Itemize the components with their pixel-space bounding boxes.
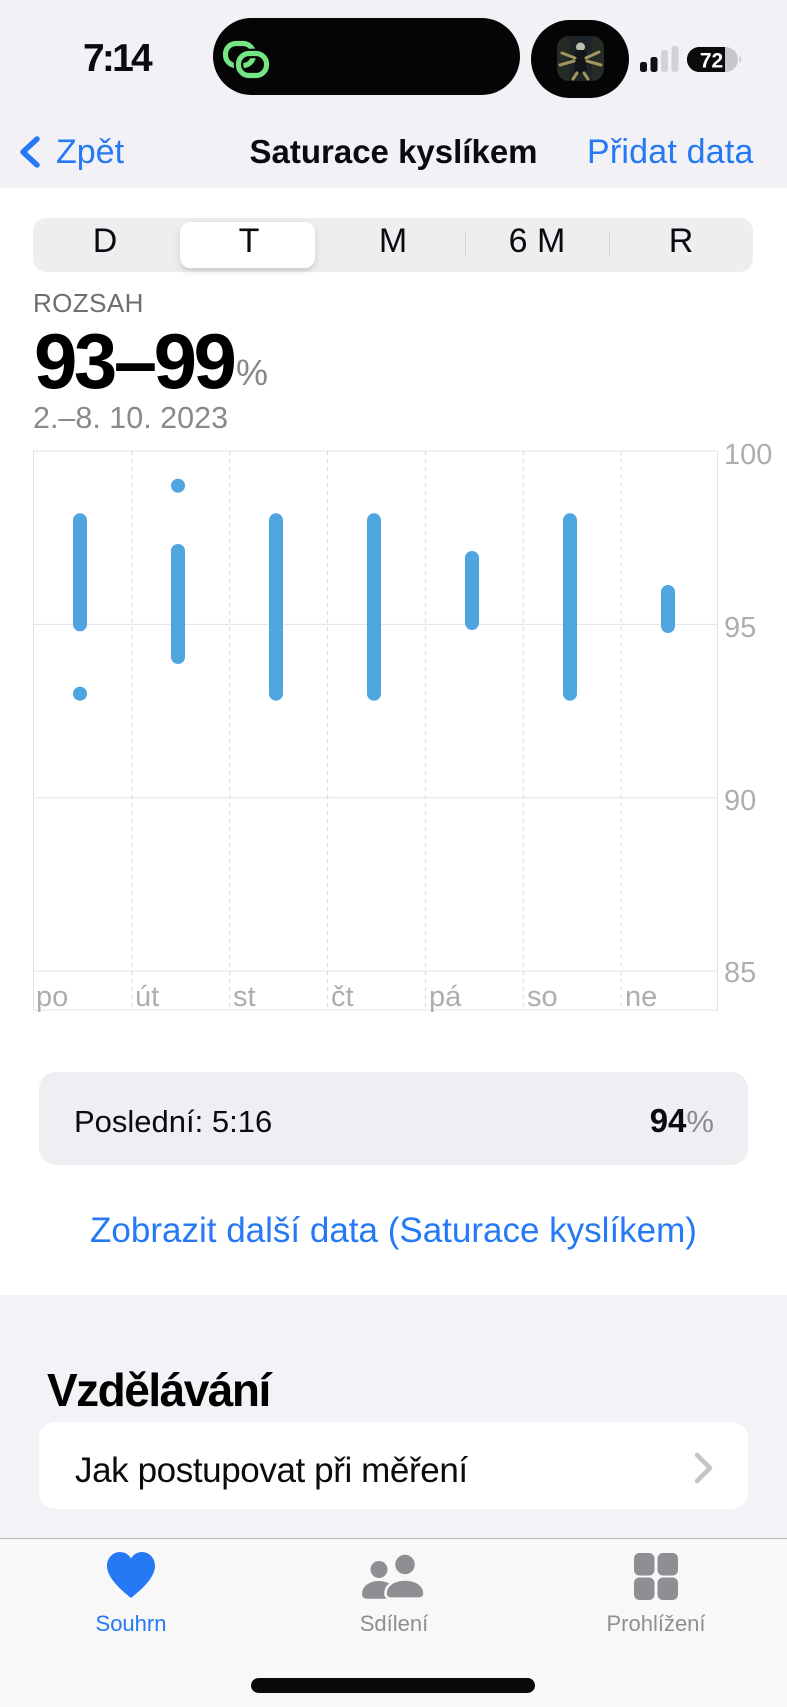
svg-text:út: út [135, 981, 159, 1013]
svg-text:ne: ne [625, 981, 657, 1013]
svg-text:st: st [233, 981, 256, 1013]
svg-text:pá: pá [429, 981, 462, 1013]
svg-text:95: 95 [724, 612, 756, 644]
svg-text:85: 85 [724, 957, 756, 989]
svg-text:90: 90 [724, 785, 756, 817]
svg-text:po: po [36, 981, 68, 1013]
svg-text:so: so [527, 981, 558, 1013]
svg-text:čt: čt [331, 981, 354, 1013]
svg-text:100: 100 [724, 440, 772, 471]
svg-text:72: 72 [700, 50, 723, 73]
